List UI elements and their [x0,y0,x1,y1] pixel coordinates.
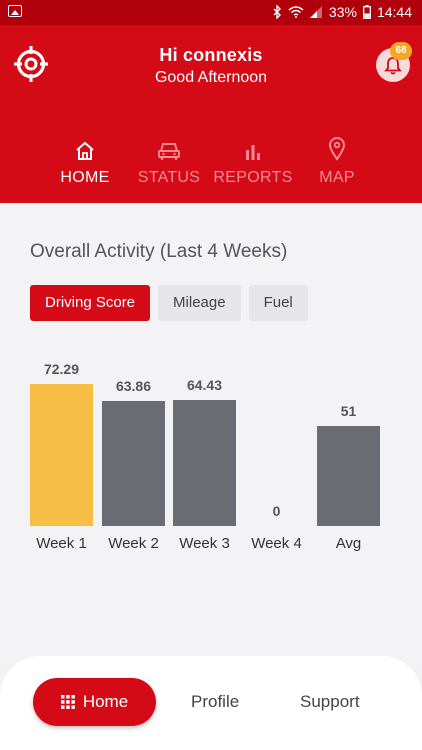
tab-map[interactable]: MAP [312,135,362,187]
car-icon [158,143,180,160]
tab-map-label: MAP [319,169,355,186]
activity-bar-chart: 72.29 Week 1 63.86 Week 2 64.43 Week 3 0 Week 4… [0,343,422,573]
chart-bar[interactable] [317,426,380,526]
chart-category-label: Week 3 [179,535,230,552]
chart-category-label: Week 1 [36,535,87,552]
chart-bar[interactable] [30,384,93,526]
main-content: Overall Activity (Last 4 Weeks) Driving … [0,203,422,663]
chart-bar[interactable] [173,400,236,526]
tab-home-label: HOME [60,169,110,186]
wifi-icon [288,6,304,18]
notification-badge: 68 [390,42,412,60]
chart-category-label: Avg [335,535,362,552]
chart-category-label: Week 2 [108,535,159,552]
bottom-nav-profile[interactable]: Profile [191,692,240,711]
top-nav: HOME STATUS REPORTS MAP [0,135,422,195]
bottom-nav: Home Profile Support [0,656,422,750]
chart-value-label: 63.86 [115,378,152,394]
filter-mileage[interactable]: Mileage [158,285,241,321]
bar-chart-icon [246,145,260,160]
gallery-icon [8,5,22,17]
filter-driving-score[interactable]: Driving Score [30,285,151,321]
battery-percent: 33% [328,4,357,20]
home-icon [76,141,94,160]
tab-reports[interactable]: REPORTS [212,135,294,187]
bottom-nav-home-button[interactable]: Home [33,678,156,726]
bottom-nav-support[interactable]: Support [300,692,360,711]
map-pin-icon [328,137,346,161]
tab-status-label: STATUS [137,169,201,186]
chart-value-label: 0 [272,503,281,519]
chart-value-label: 72.29 [43,361,80,377]
bottom-nav-home-label: Home [82,692,129,711]
app-header: Hi connexis Good Afternoon 68 HOME STATU… [0,25,422,203]
greeting-subtitle: Good Afternoon [154,69,268,86]
activity-title: Overall Activity (Last 4 Weeks) [30,241,288,262]
chart-value-label: 64.43 [186,377,223,393]
greeting-title: Hi connexis [159,45,263,65]
tab-home[interactable]: HOME [55,135,115,187]
clock: 14:44 [376,4,412,20]
chart-category-label: Week 4 [251,535,302,552]
chart-value-label: 51 [340,403,357,419]
signal-icon [309,6,322,18]
chart-bar[interactable] [102,401,165,526]
status-right: 33% 14:44 [273,4,412,20]
tab-status[interactable]: STATUS [133,135,205,187]
tab-reports-label: REPORTS [213,169,293,186]
grid-icon [60,695,75,709]
target-logo-icon [14,46,48,82]
bluetooth-icon [273,5,281,19]
greeting-block: Hi connexis Good Afternoon [0,45,422,87]
status-bar: 33% 14:44 [0,0,422,25]
battery-icon [363,5,371,19]
activity-filters: Driving Score Mileage Fuel [30,285,308,321]
filter-fuel[interactable]: Fuel [248,285,308,321]
